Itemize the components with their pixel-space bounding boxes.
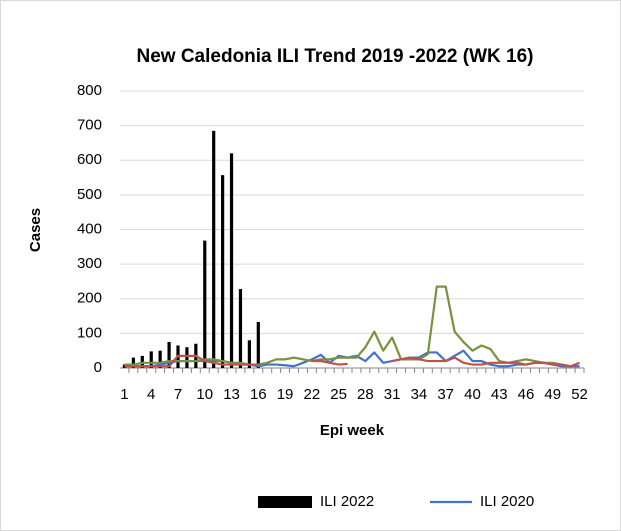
y-tick-label: 700 (77, 117, 102, 134)
bar (247, 340, 251, 368)
bar (131, 357, 135, 368)
x-tick-label: 46 (518, 386, 535, 403)
x-tick-label: 1 (120, 386, 128, 403)
bar (203, 240, 207, 368)
x-tick-label: 49 (544, 386, 561, 403)
bar (256, 321, 260, 368)
y-tick-label: 400 (77, 220, 102, 237)
x-tick-label: 28 (357, 386, 374, 403)
bar (221, 175, 225, 368)
y-tick-label: 0 (94, 359, 102, 376)
y-tick-label: 500 (77, 186, 102, 203)
line (124, 354, 580, 368)
y-tick-label: 100 (77, 324, 102, 341)
bar (229, 153, 234, 368)
x-tick-label: 22 (304, 386, 321, 403)
x-tick-label: 37 (437, 386, 454, 403)
y-tick-label: 200 (77, 290, 102, 307)
legend-label: ILI 2020 (480, 493, 534, 510)
x-tick-label: 34 (411, 386, 428, 403)
x-tick-label: 16 (250, 386, 267, 403)
x-tick-label: 43 (491, 386, 508, 403)
legend-swatch (258, 496, 312, 508)
x-tick-label: 19 (277, 386, 294, 403)
y-tick-label: 600 (77, 151, 102, 168)
x-tick-label: 10 (196, 386, 213, 403)
bar (185, 347, 189, 368)
y-axis-title: Cases (27, 208, 44, 252)
bar (149, 351, 153, 368)
y-tick-label: 800 (77, 82, 102, 99)
bar (158, 350, 162, 368)
bar (167, 342, 171, 368)
x-tick-label: 40 (464, 386, 481, 403)
bar (212, 130, 216, 368)
bar (238, 289, 243, 368)
legend-label: ILI 2022 (320, 493, 374, 510)
chart-title: New Caledonia ILI Trend 2019 -2022 (WK 1… (136, 46, 533, 67)
x-tick-label: 4 (147, 386, 155, 403)
line (124, 285, 571, 368)
x-tick-label: 31 (384, 386, 401, 403)
x-tick-label: 13 (223, 386, 240, 403)
x-tick-label: 25 (330, 386, 347, 403)
y-tick-label: 300 (77, 255, 102, 272)
x-tick-label: 7 (174, 386, 182, 403)
x-axis-title: Epi week (320, 422, 385, 439)
x-tick-label: 52 (571, 386, 588, 403)
